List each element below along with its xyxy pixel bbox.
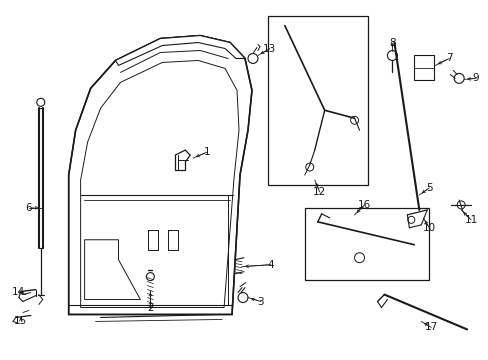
Text: 15: 15 [14, 316, 27, 327]
Text: 10: 10 [422, 223, 435, 233]
Text: 13: 13 [263, 44, 276, 54]
Text: 5: 5 [425, 183, 432, 193]
Text: 8: 8 [388, 37, 395, 48]
Text: 9: 9 [472, 73, 478, 84]
Text: 4: 4 [267, 260, 274, 270]
Bar [304, 208, 428, 280]
Text: 7: 7 [445, 54, 451, 63]
Text: 16: 16 [357, 200, 370, 210]
Polygon shape [81, 60, 239, 307]
Bar [267, 15, 367, 185]
Text: 14: 14 [12, 287, 25, 297]
Polygon shape [115, 36, 244, 66]
Text: 2: 2 [147, 302, 153, 312]
Text: 12: 12 [312, 187, 325, 197]
Text: 1: 1 [203, 147, 210, 157]
Text: 3: 3 [257, 297, 264, 306]
Polygon shape [413, 55, 433, 80]
Text: 11: 11 [464, 215, 477, 225]
Polygon shape [84, 240, 140, 300]
Polygon shape [68, 36, 251, 315]
Text: 6: 6 [25, 203, 32, 213]
Text: 17: 17 [424, 323, 437, 332]
